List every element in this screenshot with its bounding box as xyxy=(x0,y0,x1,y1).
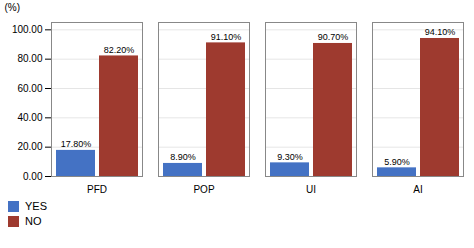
svg-text:POP: POP xyxy=(193,184,214,195)
svg-text:94.10%: 94.10% xyxy=(425,27,456,37)
svg-text:40.00: 40.00 xyxy=(17,112,42,123)
svg-text:80.00: 80.00 xyxy=(17,53,42,64)
svg-text:100.00: 100.00 xyxy=(12,24,43,35)
svg-text:(%): (%) xyxy=(5,2,21,13)
svg-text:5.90%: 5.90% xyxy=(384,157,410,167)
svg-text:20.00: 20.00 xyxy=(17,141,42,152)
html-text:YES: YES xyxy=(25,200,47,212)
svg-text:UI: UI xyxy=(306,184,316,195)
svg-text:8.90%: 8.90% xyxy=(170,152,196,162)
svg-text:0.00: 0.00 xyxy=(23,171,43,182)
svg-text:91.10%: 91.10% xyxy=(211,32,242,42)
svg-text:90.70%: 90.70% xyxy=(318,32,349,42)
svg-text:17.80%: 17.80% xyxy=(61,139,92,149)
html-text:NO: NO xyxy=(25,215,42,227)
svg-text:82.20%: 82.20% xyxy=(104,45,135,55)
svg-text:PFD: PFD xyxy=(87,184,107,195)
svg-text:60.00: 60.00 xyxy=(17,83,42,94)
svg-text:9.30%: 9.30% xyxy=(277,152,303,162)
svg-text:AI: AI xyxy=(413,184,422,195)
